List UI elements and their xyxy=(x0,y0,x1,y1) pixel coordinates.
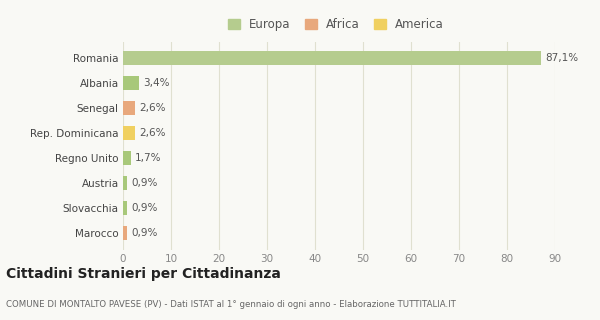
Text: COMUNE DI MONTALTO PAVESE (PV) - Dati ISTAT al 1° gennaio di ogni anno - Elabora: COMUNE DI MONTALTO PAVESE (PV) - Dati IS… xyxy=(6,300,456,309)
Bar xyxy=(123,176,127,190)
Legend: Europa, Africa, America: Europa, Africa, America xyxy=(226,15,446,33)
Bar xyxy=(123,76,139,90)
Text: Cittadini Stranieri per Cittadinanza: Cittadini Stranieri per Cittadinanza xyxy=(6,268,281,281)
Bar xyxy=(123,126,136,140)
Text: 3,4%: 3,4% xyxy=(143,78,170,88)
Text: 1,7%: 1,7% xyxy=(135,153,161,163)
Bar xyxy=(123,101,136,115)
Text: 0,9%: 0,9% xyxy=(131,228,158,238)
Bar xyxy=(123,226,127,240)
Text: 0,9%: 0,9% xyxy=(131,178,158,188)
Text: 0,9%: 0,9% xyxy=(131,203,158,213)
Bar xyxy=(123,51,541,65)
Bar xyxy=(123,151,131,165)
Text: 2,6%: 2,6% xyxy=(139,128,166,138)
Text: 87,1%: 87,1% xyxy=(545,53,578,63)
Text: 2,6%: 2,6% xyxy=(139,103,166,113)
Bar xyxy=(123,201,127,215)
